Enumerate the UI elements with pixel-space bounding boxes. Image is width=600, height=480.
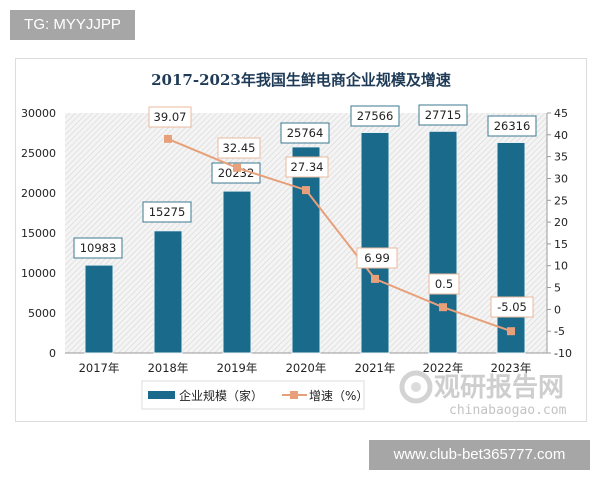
svg-text:5000: 5000 <box>28 307 56 320</box>
svg-text:27715: 27715 <box>425 108 462 122</box>
svg-text:45: 45 <box>554 107 568 120</box>
rate-point-2022[interactable] <box>439 303 447 312</box>
svg-text:20: 20 <box>554 216 568 229</box>
svg-text:25: 25 <box>554 194 568 207</box>
svg-text:15000: 15000 <box>21 227 56 240</box>
left-axis: 30000 25000 20000 15000 10000 5000 0 <box>21 107 56 360</box>
svg-text:10983: 10983 <box>80 241 117 255</box>
svg-text:5: 5 <box>554 282 561 295</box>
x-axis-labels: 2017年 2018年 2019年 2020年 2021年 2022年 2023… <box>79 361 532 375</box>
legend: 企业规模（家） 增速（%） <box>141 380 368 410</box>
svg-text:35: 35 <box>554 151 568 164</box>
chart-title: 2017-2023年我国生鲜电商企业规模及增速 <box>151 71 451 89</box>
bar-series <box>84 130 526 354</box>
svg-text:39.07: 39.07 <box>154 110 187 124</box>
svg-text:27.34: 27.34 <box>291 160 324 174</box>
svg-text:20000: 20000 <box>21 187 56 200</box>
rate-labels: 39.07 32.45 27.34 6.99 0.5 -5.05 <box>148 106 534 318</box>
chart-svg: 2017-2023年我国生鲜电商企业规模及增速 30000 25000 2000… <box>21 71 572 418</box>
svg-text:26316: 26316 <box>494 119 531 133</box>
svg-text:-5.05: -5.05 <box>497 300 527 314</box>
footer-tag: www.club-bet365777.com <box>369 440 590 470</box>
svg-text:25000: 25000 <box>21 147 56 160</box>
bar-2018[interactable] <box>153 230 183 354</box>
svg-text:-5: -5 <box>554 325 565 338</box>
right-axis: 45 40 35 30 25 20 15 10 5 0 -5 -10 <box>546 107 572 360</box>
svg-text:观研报告网: 观研报告网 <box>434 372 564 403</box>
legend-line-label: 增速（%） <box>309 389 368 403</box>
svg-text:30000: 30000 <box>21 107 56 120</box>
legend-bar-label: 企业规模（家） <box>179 388 263 403</box>
svg-text:chinabaogao.com: chinabaogao.com <box>449 403 567 418</box>
svg-text:27566: 27566 <box>357 109 394 123</box>
chart-card: 2017-2023年我国生鲜电商企业规模及增速 30000 25000 2000… <box>15 58 587 422</box>
svg-text:32.45: 32.45 <box>223 141 256 155</box>
svg-text:10: 10 <box>554 260 568 273</box>
svg-text:2020年: 2020年 <box>286 361 327 375</box>
svg-text:2021年: 2021年 <box>355 361 396 375</box>
svg-text:30: 30 <box>554 173 568 186</box>
svg-text:6.99: 6.99 <box>364 251 390 265</box>
svg-text:40: 40 <box>554 129 568 142</box>
svg-text:0.5: 0.5 <box>435 277 453 291</box>
rate-point-2020[interactable] <box>302 186 310 195</box>
svg-text:0: 0 <box>554 303 561 316</box>
svg-text:15275: 15275 <box>149 205 186 219</box>
watermark: 观研报告网 chinabaogao.com <box>399 370 567 418</box>
rate-point-2021[interactable] <box>371 274 379 283</box>
header-tag: TG: MYYJJPP <box>10 10 135 40</box>
svg-text:2019年: 2019年 <box>217 361 258 375</box>
svg-text:2022年: 2022年 <box>423 361 464 375</box>
svg-text:2023年: 2023年 <box>491 361 532 375</box>
bar-2017[interactable] <box>84 264 114 354</box>
svg-text:0: 0 <box>49 347 56 360</box>
svg-text:2017年: 2017年 <box>79 361 120 375</box>
svg-text:2018年: 2018年 <box>148 361 189 375</box>
bar-2019[interactable] <box>222 190 252 354</box>
rate-line-series <box>164 134 515 336</box>
bar-2020[interactable] <box>291 146 321 354</box>
bar-labels: 10983 15275 20232 25764 27566 27715 2631… <box>73 104 537 259</box>
watermark-logo-icon <box>399 370 433 404</box>
rate-point-2019[interactable] <box>233 163 241 172</box>
svg-text:25764: 25764 <box>287 126 324 140</box>
rate-point-2018[interactable] <box>164 134 172 143</box>
rate-point-2023[interactable] <box>507 327 515 336</box>
svg-text:-10: -10 <box>554 347 572 360</box>
bar-2022[interactable] <box>428 130 458 354</box>
legend-bar-swatch <box>148 391 175 399</box>
bar-2021[interactable] <box>360 132 390 354</box>
bar-2023[interactable] <box>496 142 526 354</box>
svg-text:10000: 10000 <box>21 267 56 280</box>
svg-text:15: 15 <box>554 238 568 251</box>
